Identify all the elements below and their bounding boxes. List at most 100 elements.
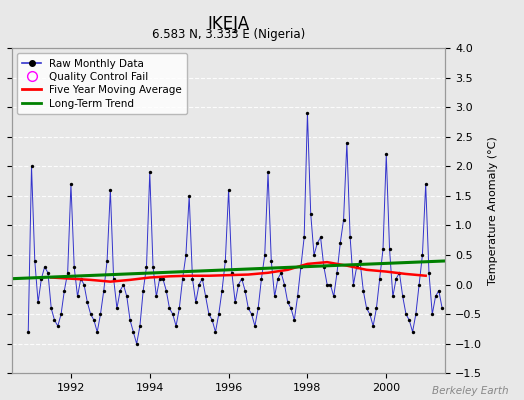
Point	[234, 282, 243, 288]
Point	[350, 282, 358, 288]
Point	[264, 169, 272, 176]
Point	[110, 276, 118, 282]
Point	[415, 282, 423, 288]
Point	[353, 264, 361, 270]
Point	[260, 252, 269, 258]
Point	[408, 329, 417, 335]
Point	[96, 311, 105, 317]
Point	[146, 169, 154, 176]
Point	[310, 252, 318, 258]
Point	[211, 329, 220, 335]
Point	[165, 305, 173, 312]
Point	[376, 276, 384, 282]
Point	[287, 305, 295, 312]
Point	[119, 282, 128, 288]
Point	[313, 240, 322, 246]
Text: 6.583 N, 3.333 E (Nigeria): 6.583 N, 3.333 E (Nigeria)	[152, 28, 305, 42]
Point	[438, 305, 446, 312]
Point	[343, 140, 351, 146]
Point	[241, 287, 249, 294]
Point	[83, 299, 92, 306]
Point	[152, 293, 160, 300]
Point	[402, 311, 410, 317]
Y-axis label: Temperature Anomaly (°C): Temperature Anomaly (°C)	[488, 136, 498, 285]
Point	[270, 293, 279, 300]
Title: IKEJA: IKEJA	[208, 14, 249, 32]
Point	[250, 323, 259, 329]
Point	[418, 252, 427, 258]
Point	[346, 234, 354, 240]
Point	[60, 287, 69, 294]
Point	[67, 181, 75, 187]
Point	[307, 210, 315, 217]
Point	[50, 317, 59, 323]
Point	[93, 329, 102, 335]
Point	[37, 276, 46, 282]
Point	[399, 293, 407, 300]
Point	[53, 323, 62, 329]
Point	[277, 270, 286, 276]
Point	[205, 311, 213, 317]
Point	[224, 187, 233, 193]
Point	[363, 305, 371, 312]
Point	[218, 287, 226, 294]
Point	[73, 293, 82, 300]
Point	[392, 276, 400, 282]
Point	[412, 311, 420, 317]
Point	[267, 258, 276, 264]
Point	[178, 276, 187, 282]
Point	[228, 270, 236, 276]
Point	[30, 258, 39, 264]
Point	[221, 258, 230, 264]
Point	[77, 276, 85, 282]
Point	[336, 240, 344, 246]
Point	[323, 282, 331, 288]
Point	[27, 163, 36, 170]
Point	[159, 276, 167, 282]
Point	[293, 293, 302, 300]
Point	[149, 264, 157, 270]
Point	[129, 329, 137, 335]
Point	[283, 299, 292, 306]
Point	[280, 282, 289, 288]
Point	[156, 276, 164, 282]
Point	[247, 311, 256, 317]
Point	[90, 317, 98, 323]
Point	[47, 305, 56, 312]
Point	[162, 287, 170, 294]
Point	[136, 323, 144, 329]
Point	[139, 287, 147, 294]
Point	[175, 305, 183, 312]
Point	[169, 311, 177, 317]
Point	[254, 305, 263, 312]
Point	[40, 264, 49, 270]
Point	[316, 234, 325, 240]
Point	[126, 317, 134, 323]
Point	[428, 311, 436, 317]
Point	[434, 287, 443, 294]
Point	[63, 270, 72, 276]
Point	[103, 258, 111, 264]
Point	[80, 282, 88, 288]
Point	[330, 293, 338, 300]
Point	[290, 317, 299, 323]
Point	[274, 276, 282, 282]
Point	[70, 264, 79, 270]
Point	[198, 276, 206, 282]
Point	[86, 311, 95, 317]
Point	[100, 287, 108, 294]
Point	[405, 317, 413, 323]
Point	[385, 246, 394, 252]
Point	[231, 299, 239, 306]
Point	[188, 276, 196, 282]
Point	[369, 323, 377, 329]
Point	[326, 282, 335, 288]
Point	[379, 246, 387, 252]
Point	[244, 305, 253, 312]
Point	[113, 305, 121, 312]
Point	[340, 216, 348, 223]
Point	[195, 282, 203, 288]
Point	[431, 293, 440, 300]
Point	[333, 270, 341, 276]
Point	[372, 305, 380, 312]
